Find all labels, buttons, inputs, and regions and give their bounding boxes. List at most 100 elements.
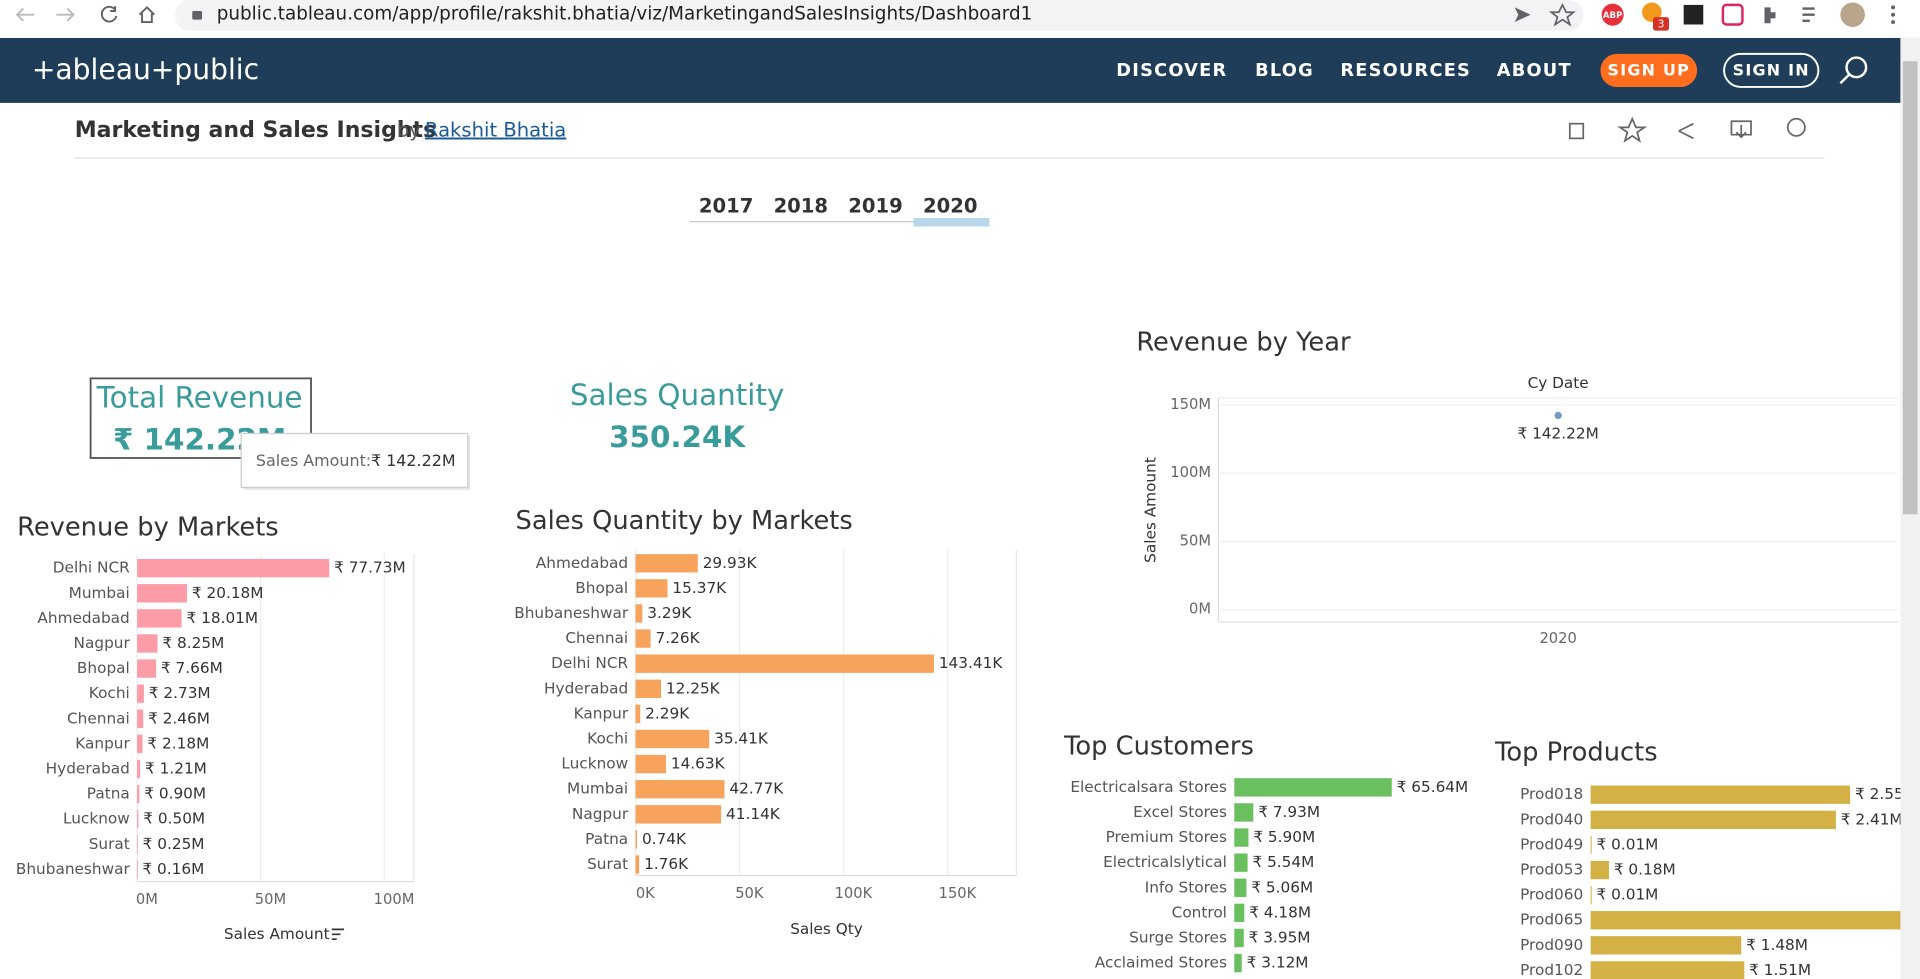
bar[interactable] (1234, 778, 1392, 797)
extensions-icon[interactable] (1764, 7, 1776, 24)
sign-up-label[interactable]: SIGN UP (1608, 61, 1690, 80)
bar[interactable] (1590, 885, 1592, 905)
bar[interactable] (137, 810, 139, 829)
logo[interactable]: +ableau+public (32, 53, 259, 86)
bar[interactable] (1590, 860, 1609, 880)
bar[interactable] (137, 759, 141, 779)
year-filter: 2017 2018 2019 2020 (699, 194, 990, 227)
bar[interactable] (635, 830, 638, 849)
sort-icon[interactable] (331, 928, 345, 941)
bar[interactable] (635, 704, 641, 724)
viz-title: Marketing and Sales Insights (75, 118, 437, 143)
chart-title: Top Products (1494, 738, 1658, 768)
kpi-title: Total Revenue (96, 381, 303, 415)
bar[interactable] (1234, 803, 1254, 822)
bar[interactable] (1590, 785, 1851, 804)
upload-extension[interactable] (1721, 3, 1744, 26)
badge-icon[interactable] (1786, 117, 1806, 137)
year-tab[interactable]: 2017 (699, 194, 753, 217)
bar[interactable] (635, 579, 668, 598)
bar[interactable] (1590, 936, 1742, 955)
category-label: Prod053 (1520, 861, 1583, 879)
extension-icon[interactable] (1642, 2, 1662, 23)
bar[interactable] (635, 855, 640, 874)
profile-avatar[interactable] (1840, 2, 1865, 27)
nav-link[interactable]: DISCOVER (1116, 61, 1227, 81)
year-tab-selected (913, 217, 990, 227)
favorite-icon[interactable] (1617, 116, 1648, 143)
share-viz-icon[interactable] (1678, 122, 1694, 140)
bar[interactable] (137, 558, 330, 578)
bar[interactable] (137, 584, 188, 603)
bar[interactable] (1234, 903, 1245, 923)
url[interactable]: public.tableau.com/app/profile/rakshit.b… (217, 4, 1033, 25)
abp-icon[interactable] (1601, 3, 1624, 26)
bar[interactable] (635, 780, 725, 799)
bookmark-star[interactable] (1548, 2, 1576, 27)
bar[interactable] (137, 860, 138, 879)
bar[interactable] (1590, 911, 1920, 930)
bar[interactable] (137, 784, 140, 804)
data-point[interactable] (1554, 411, 1562, 420)
omnibox[interactable] (175, 0, 1584, 31)
bar[interactable] (635, 805, 722, 824)
sign-up-button[interactable] (1600, 53, 1698, 87)
year-tab[interactable]: 2020 (923, 194, 977, 217)
bar[interactable] (635, 754, 666, 774)
bar[interactable] (137, 835, 138, 854)
back-button[interactable] (15, 7, 35, 22)
bar[interactable] (1590, 961, 1745, 979)
bar[interactable] (1234, 853, 1248, 872)
mail-extension[interactable] (1683, 4, 1704, 25)
value-label: 15.37K (672, 579, 727, 597)
value-label: ₹ 8.25M (162, 634, 224, 652)
search-icon[interactable] (1839, 56, 1868, 85)
bar[interactable] (1234, 928, 1244, 948)
bar[interactable] (137, 659, 157, 678)
kpi-value[interactable]: 350.24K (609, 420, 746, 454)
chart-title: Top Customers (1063, 731, 1254, 761)
value-label: ₹ 1.21M (145, 759, 207, 777)
year-tab[interactable]: 2019 (848, 194, 902, 217)
reload-button[interactable] (100, 5, 118, 23)
bar[interactable] (635, 679, 662, 698)
bar[interactable] (1234, 828, 1249, 847)
value-label: 3.29K (647, 604, 692, 622)
sign-in-label[interactable]: SIGN IN (1733, 61, 1810, 80)
bar[interactable] (635, 604, 643, 623)
bar[interactable] (137, 634, 158, 653)
bar[interactable] (1234, 953, 1242, 973)
media-icon[interactable] (1802, 7, 1815, 23)
share-icon[interactable] (1514, 7, 1531, 23)
value-label: 0.74K (642, 830, 687, 848)
nav-link[interactable]: BLOG (1255, 61, 1314, 81)
bar[interactable] (137, 709, 144, 728)
sign-in-button[interactable] (1723, 52, 1820, 88)
tooltip-label: Sales Amount: (256, 451, 371, 470)
download-icon[interactable] (1730, 120, 1752, 139)
category-label: Ahmedabad (37, 609, 129, 627)
kpi-selection-box (89, 377, 312, 459)
menu-dots[interactable] (1891, 5, 1896, 25)
bar[interactable] (137, 609, 182, 628)
nav-link[interactable]: RESOURCES (1340, 61, 1471, 81)
bar[interactable] (635, 654, 934, 673)
scrollbar-thumb[interactable] (1902, 61, 1918, 515)
copy-icon[interactable] (1568, 122, 1585, 140)
bar[interactable] (137, 734, 143, 754)
tooltip-value: ₹ 142.22M (371, 451, 456, 470)
bar[interactable] (635, 729, 710, 749)
nav-link[interactable]: ABOUT (1497, 61, 1572, 81)
bar[interactable] (1590, 835, 1592, 855)
bar[interactable] (1234, 878, 1247, 897)
forward-button[interactable] (56, 7, 75, 22)
author-link[interactable]: Rakshit Bhatia (425, 119, 566, 142)
year-tab[interactable]: 2018 (774, 194, 828, 217)
bar[interactable] (635, 629, 651, 648)
home-button[interactable] (138, 5, 155, 24)
bar[interactable] (635, 554, 698, 573)
bar[interactable] (137, 684, 144, 703)
value-label: 143.41K (939, 654, 1004, 672)
bar[interactable] (1590, 810, 1836, 829)
